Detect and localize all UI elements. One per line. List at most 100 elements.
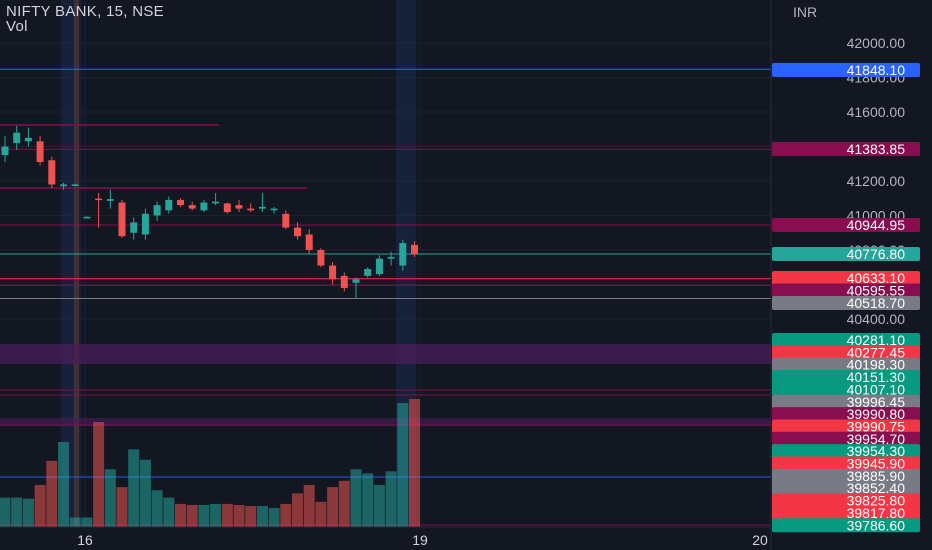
- price-tag: 39990.80: [772, 406, 920, 422]
- volume-bar: [268, 508, 280, 527]
- volume-indicator-label[interactable]: Vol: [6, 18, 28, 35]
- price-tag-label: 39817.80: [847, 505, 906, 521]
- candle-body: [258, 206, 266, 209]
- price-tag-label: 41848.10: [847, 62, 906, 78]
- price-tag: 39990.75: [772, 418, 920, 434]
- candle: [247, 203, 255, 213]
- volume-bar: [221, 503, 233, 527]
- price-tag: 40595.55: [772, 283, 920, 299]
- price-tag-bg: [772, 394, 920, 409]
- volume-bar: [175, 503, 186, 527]
- price-tick-label: 41600.00: [847, 104, 906, 120]
- candle: [177, 198, 184, 207]
- volume-bar: [0, 497, 11, 527]
- candle-body: [130, 222, 138, 233]
- candle-body: [352, 279, 360, 283]
- price-tag: 39885.90: [772, 468, 920, 484]
- price-tag-label: 40151.30: [847, 369, 906, 385]
- candle-body: [24, 137, 32, 142]
- volume-bar: [46, 460, 58, 527]
- candle: [235, 199, 243, 213]
- candle-body: [294, 227, 301, 237]
- candle-body: [329, 265, 337, 280]
- chart-title: NIFTY BANK, 15, NSE: [6, 3, 164, 20]
- candle: [387, 251, 395, 266]
- time-tick-label: 19: [412, 532, 428, 548]
- price-tag: 39825.80: [772, 493, 920, 509]
- candle-body: [282, 213, 290, 228]
- horizontal-levels: [0, 68, 771, 526]
- price-tick-label: 41200.00: [847, 173, 906, 189]
- price-tag: 39954.30: [772, 443, 920, 459]
- volume-bar: [163, 497, 175, 527]
- candle-body: [317, 250, 325, 266]
- candle-body: [235, 205, 243, 209]
- price-tag-label: 40944.95: [847, 217, 906, 233]
- band-zone: [0, 344, 771, 364]
- volume-bar: [373, 485, 385, 527]
- price-tag: 40281.10: [772, 332, 920, 348]
- price-tag-label: 39825.80: [847, 493, 906, 509]
- candle: [118, 199, 126, 238]
- candle: [270, 206, 278, 214]
- price-tag-label: 39996.45: [847, 394, 906, 410]
- price-tag-bg: [772, 247, 920, 261]
- candle-body: [71, 184, 79, 186]
- price-tag: 39786.60: [772, 517, 920, 533]
- price-tag-bg: [772, 357, 920, 372]
- price-tag-bg: [772, 505, 920, 520]
- currency-label: INR: [793, 4, 818, 20]
- session-zone: [74, 0, 79, 527]
- volume-bar: [11, 497, 23, 527]
- price-tag-bg: [772, 296, 920, 310]
- candle: [130, 217, 138, 240]
- volume-bar: [327, 487, 339, 527]
- price-tag-bg: [772, 218, 920, 232]
- grid-lines: [0, 0, 771, 527]
- price-tag-label: 40518.70: [847, 295, 906, 311]
- candle: [106, 189, 114, 209]
- price-tag-label: 40198.30: [847, 357, 906, 373]
- price-tag: 39945.90: [772, 456, 920, 472]
- price-tag-label: 39786.60: [847, 517, 906, 533]
- time-axis[interactable]: 16 19 20: [0, 0, 772, 550]
- price-tag-label: 40277.45: [847, 344, 906, 360]
- volume-bar: [303, 485, 315, 527]
- candle-body: [247, 208, 255, 211]
- price-tag-bg: [772, 63, 920, 77]
- price-tag: 40198.30: [772, 357, 920, 373]
- price-tag-bg: [772, 431, 920, 446]
- price-tag-label: 40281.10: [847, 332, 906, 348]
- price-tag: 39817.80: [772, 505, 920, 521]
- volume-bar: [397, 403, 409, 527]
- candle-body: [141, 213, 149, 235]
- price-axis[interactable]: 42000.0041800.0041600.0041400.0041200.00…: [771, 0, 932, 550]
- candle-body: [399, 243, 407, 266]
- price-tag-bg: [772, 142, 920, 156]
- candle-body: [106, 199, 114, 201]
- volume-bar: [34, 485, 46, 527]
- price-tag-bg: [772, 419, 920, 434]
- candle: [83, 216, 91, 219]
- candle: [188, 201, 196, 211]
- volume-bar: [292, 493, 303, 527]
- volume-bar: [210, 503, 222, 527]
- candle-body: [1, 146, 9, 156]
- candle-body: [36, 141, 44, 163]
- volume-bar: [350, 469, 362, 527]
- volume-bar: [104, 469, 116, 527]
- candle-body: [411, 244, 418, 255]
- volume-bar: [256, 506, 268, 527]
- candlesticks: [1, 125, 418, 299]
- price-tag-bg: [772, 493, 920, 508]
- candle-body: [118, 202, 126, 237]
- price-tag-label: 40776.80: [847, 246, 906, 262]
- candle-body: [165, 199, 173, 211]
- price-tick-label: 42000.00: [847, 35, 906, 51]
- price-tag-bg: [772, 370, 920, 385]
- candle: [165, 196, 173, 214]
- price-tag: 40277.45: [772, 344, 920, 360]
- candle: [36, 136, 44, 166]
- candle-body: [153, 205, 161, 216]
